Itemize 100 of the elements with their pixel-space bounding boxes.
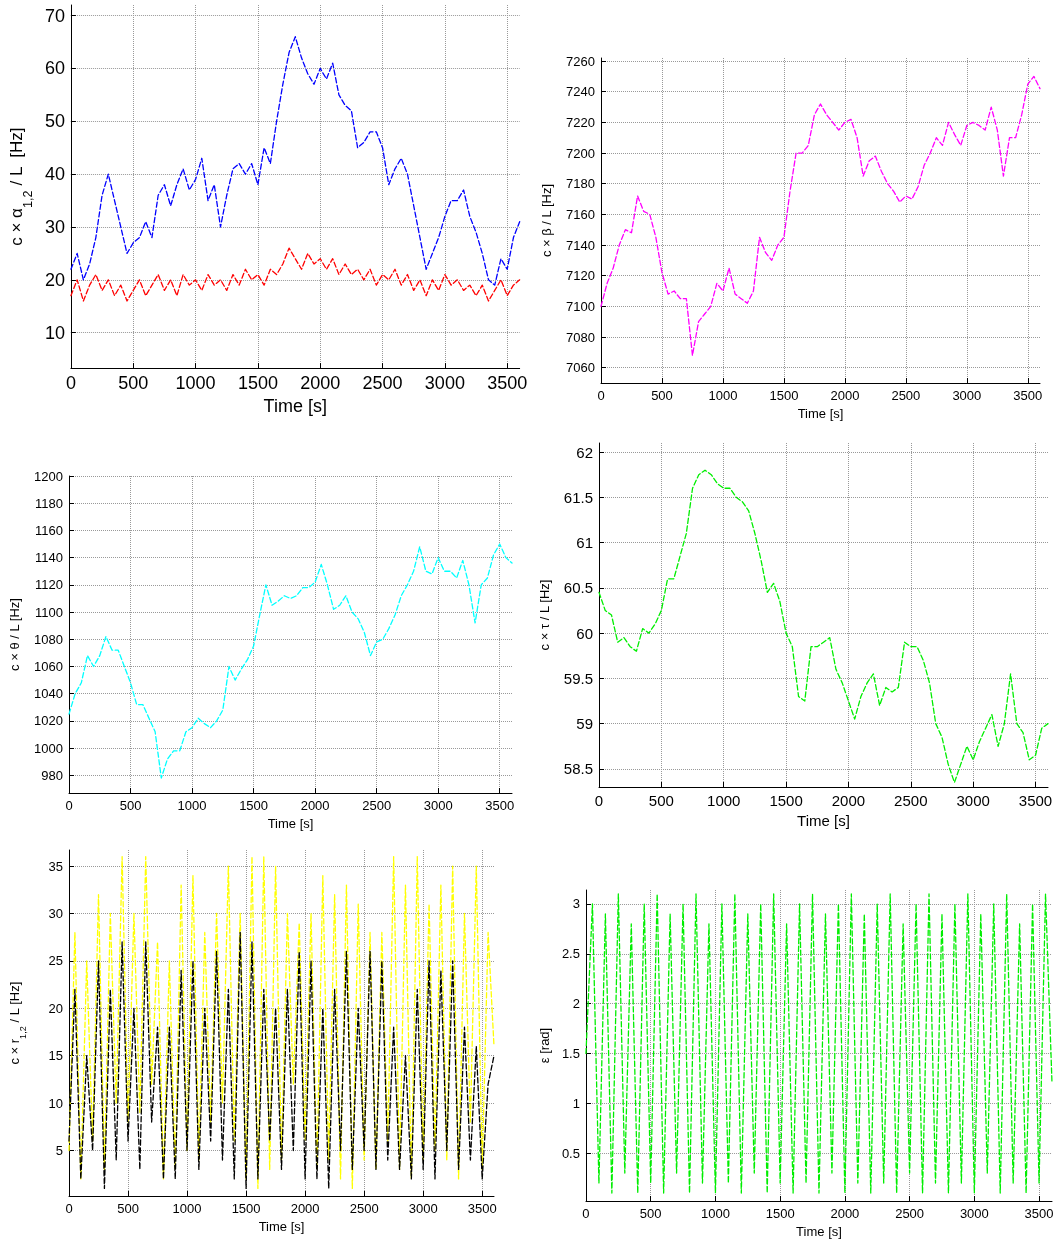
y-tick-label: 1080 bbox=[34, 631, 63, 647]
x-tick-label: 500 bbox=[117, 1201, 139, 1216]
x-tick-label: 1000 bbox=[708, 388, 738, 403]
y-tick-label: 10 bbox=[44, 322, 65, 343]
line-series bbox=[70, 247, 521, 302]
line-series bbox=[68, 543, 513, 779]
y-axis-title: c × α1,2 / L [Hz] bbox=[7, 127, 35, 246]
x-tick-label: 3500 bbox=[485, 798, 515, 813]
y-tick-label: 59 bbox=[576, 715, 593, 733]
x-tick-label: 3000 bbox=[423, 798, 453, 813]
y-tick-label: 7100 bbox=[566, 298, 595, 314]
x-tick-label: 3500 bbox=[1024, 1206, 1054, 1221]
y-tick-label: 1200 bbox=[34, 468, 63, 484]
y-tick-label: 61 bbox=[576, 534, 593, 552]
x-tick-label: 3000 bbox=[408, 1201, 438, 1216]
y-tick-label: 2 bbox=[572, 996, 580, 1012]
y-tick-label: 7240 bbox=[566, 84, 595, 100]
y-tick-label: 7060 bbox=[566, 360, 595, 376]
x-tick-label: 0 bbox=[65, 1201, 73, 1216]
x-tick-label: 0 bbox=[65, 798, 73, 813]
x-tick-label: 500 bbox=[119, 798, 142, 813]
y-tick-label: 1180 bbox=[35, 495, 63, 511]
x-tick-label: 2000 bbox=[830, 388, 860, 403]
x-tick-label: 1000 bbox=[172, 1201, 202, 1216]
line-series bbox=[585, 893, 1053, 1194]
y-tick-label: 7140 bbox=[566, 237, 595, 253]
y-tick-label: 70 bbox=[44, 5, 65, 26]
x-axis-title: Time [s] bbox=[258, 1218, 305, 1234]
y-tick-label: 1.5 bbox=[561, 1045, 580, 1061]
y-tick-label: 10 bbox=[48, 1095, 63, 1111]
x-tick-label: 2500 bbox=[895, 1206, 925, 1221]
y-tick-label: 7180 bbox=[566, 176, 595, 192]
x-tick-label: 0 bbox=[582, 1206, 590, 1221]
x-axis-title: Time [s] bbox=[797, 405, 844, 421]
y-tick-label: 1020 bbox=[34, 713, 63, 729]
x-tick-label: 3500 bbox=[1013, 388, 1043, 403]
y-tick-label: 5 bbox=[55, 1143, 63, 1158]
x-axis-title: Time [s] bbox=[263, 396, 327, 416]
x-tick-label: 1500 bbox=[769, 792, 803, 809]
y-tick-label: 1160 bbox=[35, 522, 63, 538]
x-tick-label: 2000 bbox=[300, 373, 341, 394]
y-tick-label: 60 bbox=[576, 624, 593, 642]
y-axis-title: c × β / L [Hz] bbox=[539, 183, 554, 258]
x-tick-label: 3000 bbox=[424, 373, 465, 394]
y-tick-label: 1 bbox=[572, 1095, 580, 1111]
x-tick-label: 2500 bbox=[362, 373, 403, 394]
y-tick-label: 60.5 bbox=[563, 579, 593, 597]
x-tick-label: 2500 bbox=[349, 1201, 379, 1216]
x-tick-label: 3500 bbox=[1018, 792, 1053, 809]
x-tick-label: 3000 bbox=[959, 1206, 989, 1221]
x-tick-label: 0 bbox=[597, 388, 605, 403]
y-axis-title: ε [rad] bbox=[537, 1027, 552, 1064]
x-tick-label: 500 bbox=[118, 373, 149, 394]
x-tick-label: 2000 bbox=[830, 1206, 860, 1221]
x-tick-label: 1500 bbox=[765, 1206, 795, 1221]
y-tick-label: 1140 bbox=[35, 550, 63, 566]
y-tick-label: 62 bbox=[576, 443, 593, 461]
y-tick-label: 3 bbox=[572, 896, 580, 912]
y-tick-label: 1040 bbox=[34, 686, 63, 702]
x-tick-label: 500 bbox=[648, 792, 674, 809]
x-tick-label: 2000 bbox=[831, 792, 866, 809]
x-tick-label: 1500 bbox=[237, 373, 278, 394]
y-tick-label: 7200 bbox=[566, 145, 595, 161]
x-tick-label: 3500 bbox=[467, 1201, 497, 1216]
x-tick-label: 3000 bbox=[956, 792, 990, 809]
x-tick-label: 500 bbox=[639, 1206, 662, 1221]
x-tick-label: 1500 bbox=[239, 798, 269, 813]
y-tick-label: 7220 bbox=[566, 114, 595, 130]
y-tick-label: 1000 bbox=[34, 740, 63, 756]
x-axis-title: Time [s] bbox=[796, 1223, 842, 1239]
y-tick-label: 59.5 bbox=[563, 669, 593, 687]
x-tick-label: 1000 bbox=[177, 798, 207, 813]
line-series bbox=[600, 75, 1041, 357]
y-tick-label: 1120 bbox=[35, 577, 63, 593]
x-tick-label: 1000 bbox=[707, 792, 741, 809]
line-series bbox=[70, 36, 521, 286]
x-tick-label: 2500 bbox=[894, 792, 928, 809]
y-tick-label: 35 bbox=[48, 858, 63, 874]
x-tick-label: 1500 bbox=[231, 1201, 261, 1216]
y-tick-label: 7120 bbox=[566, 268, 595, 284]
y-tick-label: 50 bbox=[44, 111, 65, 132]
y-tick-label: 20 bbox=[44, 269, 65, 290]
y-tick-label: 0.5 bbox=[561, 1145, 580, 1161]
y-tick-label: 2.5 bbox=[561, 946, 580, 962]
y-tick-label: 61.5 bbox=[563, 488, 593, 506]
y-tick-label: 20 bbox=[48, 1000, 63, 1016]
x-tick-label: 3000 bbox=[952, 388, 982, 403]
y-tick-label: 980 bbox=[41, 767, 63, 783]
x-tick-label: 2500 bbox=[891, 388, 921, 403]
x-tick-label: 2500 bbox=[362, 798, 392, 813]
y-axis-title: c × r1,2 / L [Hz] bbox=[7, 981, 28, 1065]
y-tick-label: 40 bbox=[44, 164, 65, 185]
y-tick-label: 15 bbox=[48, 1048, 63, 1064]
y-tick-label: 30 bbox=[44, 216, 65, 237]
x-tick-label: 1500 bbox=[769, 388, 799, 403]
x-tick-label: 1000 bbox=[700, 1206, 730, 1221]
x-tick-label: 1000 bbox=[175, 373, 216, 394]
x-tick-label: 0 bbox=[594, 792, 604, 809]
x-tick-label: 500 bbox=[651, 388, 673, 403]
y-tick-label: 25 bbox=[48, 953, 63, 969]
